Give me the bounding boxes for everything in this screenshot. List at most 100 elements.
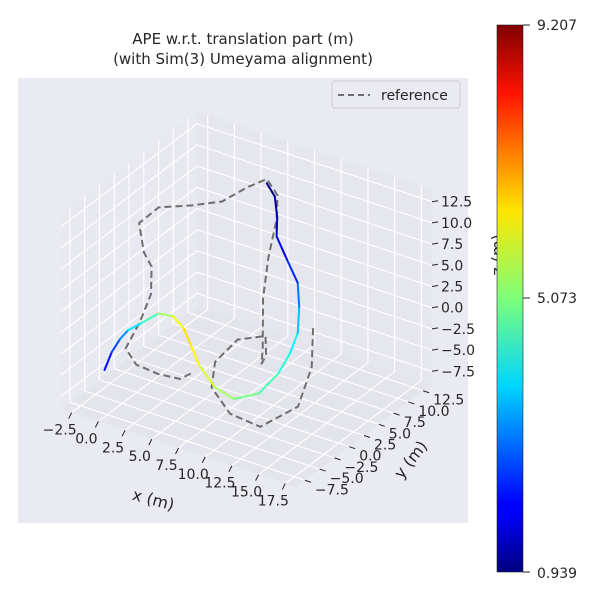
- estimate-trajectory-segment: [110, 338, 121, 354]
- z-tick-mark: [431, 327, 439, 330]
- y-tick-label: −5.0: [330, 471, 364, 487]
- x-grid-line: [284, 185, 422, 484]
- y-tick-mark: [304, 479, 312, 483]
- y-tick-label: 10.0: [418, 404, 449, 420]
- x-tick-mark: [175, 447, 179, 455]
- y-tick-label: −2.5: [344, 460, 378, 476]
- estimate-trajectory-segment: [296, 281, 301, 308]
- colorbar-mid-label: 5.073: [537, 291, 577, 307]
- y-grid-line: [187, 117, 424, 392]
- y-grid-line: [98, 184, 335, 459]
- y-grid-line: [172, 128, 409, 403]
- x-grid-line: [231, 167, 369, 467]
- z-tick-mark: [431, 348, 439, 351]
- y-tick-label: 7.5: [404, 415, 426, 431]
- z-tick-mark: [431, 200, 439, 203]
- z-tick-mark: [431, 369, 439, 372]
- z-tick-mark: [431, 285, 439, 287]
- colorbar-max-label: 9.207: [537, 18, 577, 34]
- x-tick-label: 7.5: [155, 458, 177, 474]
- y-tick-label: 5.0: [389, 426, 411, 442]
- z-grid-line: [60, 123, 433, 228]
- x-tick-mark: [228, 465, 233, 472]
- y-tick-mark: [349, 446, 356, 450]
- y-grid-line: [158, 140, 394, 414]
- y-tick-label: −7.5: [315, 482, 349, 498]
- estimate-trajectory-segment: [157, 312, 174, 318]
- x-tick-label: −2.5: [43, 423, 77, 439]
- chart-title-line-2: (with Sim(3) Umeyama alignment): [113, 50, 373, 68]
- y-tick-mark: [408, 401, 415, 405]
- z-tick-label: −2.5: [441, 322, 475, 338]
- legend-reference-label: reference: [381, 88, 448, 104]
- z-tick-label: 0.0: [441, 301, 463, 317]
- estimate-trajectory-segment: [172, 315, 185, 330]
- estimate-trajectory-segment: [273, 195, 279, 219]
- series-layer: [103, 177, 315, 428]
- z-tick-mark: [431, 306, 439, 309]
- colorbar: [496, 24, 524, 573]
- z-grid-line: [60, 186, 433, 291]
- estimate-trajectory-segment: [182, 327, 193, 348]
- y-grid-line: [128, 162, 365, 437]
- y-tick-mark: [334, 457, 341, 461]
- x-tick-label: 0.0: [75, 431, 97, 447]
- x-tick-mark: [255, 474, 260, 481]
- x-tick-mark: [201, 456, 206, 464]
- axis-ticks: −2.50.02.55.07.510.012.515.017.5−7.5−5.0…: [43, 195, 475, 510]
- grid-lines: [60, 114, 433, 484]
- estimate-trajectory-segment: [296, 305, 301, 334]
- z-tick-mark: [431, 221, 439, 224]
- x-grid-line: [71, 114, 209, 413]
- y-tick-mark: [363, 435, 371, 438]
- estimate-trajectory-segment: [190, 345, 201, 367]
- estimate-trajectory-segment: [140, 312, 160, 324]
- estimate-trajectory-segment: [277, 352, 291, 375]
- z-tick-mark: [431, 263, 439, 266]
- y-tick-mark: [393, 412, 400, 416]
- x-tick-mark: [121, 430, 126, 437]
- y-tick-mark: [378, 423, 385, 427]
- x-tick-label: 10.0: [178, 467, 209, 483]
- z-grid-line: [60, 250, 433, 355]
- z-tick-label: 12.5: [441, 195, 472, 211]
- estimate-trajectory-segment: [119, 329, 130, 341]
- z-tick-label: −7.5: [441, 364, 475, 380]
- x-tick-mark: [148, 438, 153, 446]
- estimate-trajectory-segment: [127, 321, 143, 332]
- z-tick-mark: [431, 242, 439, 245]
- estimate-trajectory-segment: [103, 351, 113, 371]
- y-tick-label: 0.0: [359, 449, 381, 465]
- estimate-trajectory-segment: [285, 258, 299, 284]
- y-tick-label: 2.5: [374, 438, 396, 454]
- y-tick-mark: [422, 390, 430, 394]
- estimate-trajectory-segment: [214, 386, 236, 400]
- x-tick-label: 12.5: [204, 476, 235, 492]
- z-tick-label: 10.0: [441, 216, 472, 232]
- chart-title-line-1: APE w.r.t. translation part (m): [132, 30, 353, 48]
- z-grid-line: [60, 292, 433, 397]
- z-tick-label: −5.0: [441, 343, 475, 359]
- estimate-trajectory-segment: [265, 182, 276, 198]
- x-tick-mark: [94, 421, 99, 428]
- z-tick-label: 5.0: [441, 258, 463, 274]
- estimate-trajectory-segment: [288, 331, 299, 355]
- estimate-trajectory-segment: [275, 216, 279, 238]
- colorbar-min-label: 0.939: [537, 566, 577, 582]
- x-tick-mark: [68, 412, 73, 419]
- x-tick-label: 15.0: [231, 485, 262, 501]
- x-grid-line: [151, 141, 289, 440]
- z-tick-label: 2.5: [441, 280, 463, 296]
- estimate-trajectory-segment: [198, 364, 217, 389]
- x-tick-label: 17.5: [258, 493, 289, 509]
- z-grid-line: [60, 271, 433, 376]
- x-tick-label: 5.0: [129, 449, 151, 465]
- x-grid-line: [178, 150, 316, 449]
- z-tick-label: 7.5: [441, 237, 463, 253]
- reference-trajectory-line: [124, 177, 315, 428]
- x-tick-label: 2.5: [102, 440, 124, 456]
- x-grid-line: [124, 132, 262, 431]
- x-grid-line: [258, 176, 396, 476]
- z-grid-line: [60, 144, 433, 249]
